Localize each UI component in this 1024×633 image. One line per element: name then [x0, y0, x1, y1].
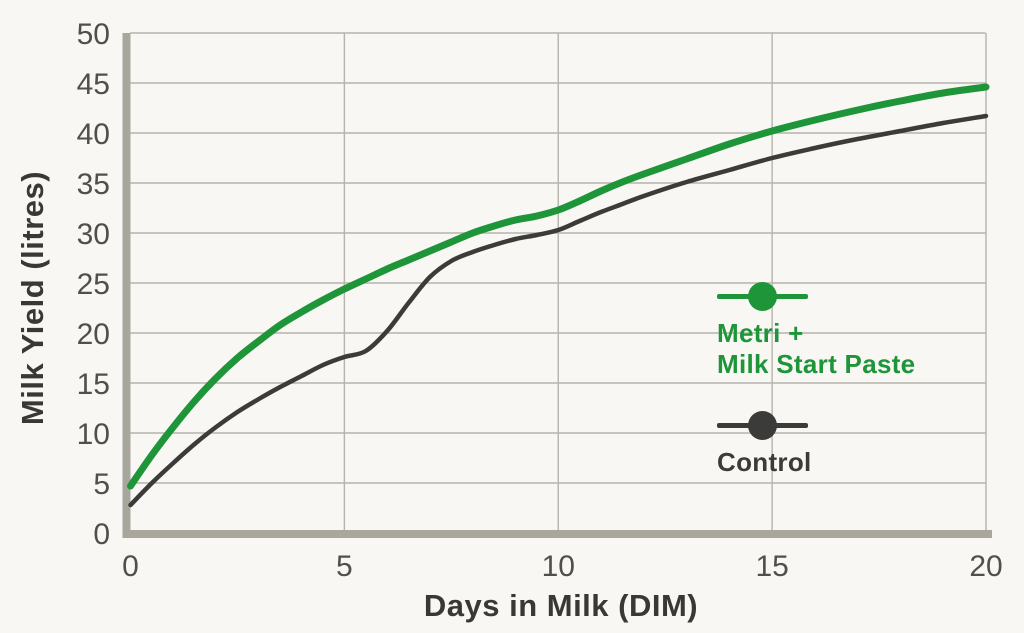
legend-label-metri: Metri + Milk Start Paste — [717, 318, 967, 380]
legend-label-metri-line1: Metri + — [717, 318, 804, 348]
legend-marker-control — [717, 410, 808, 440]
y-tick-label: 0 — [93, 518, 110, 551]
legend-dot-control — [748, 411, 777, 440]
legend-dot-metri — [748, 282, 777, 311]
y-tick-label: 10 — [77, 418, 110, 451]
legend-item-control: Control — [717, 410, 967, 478]
x-axis-spine — [122, 530, 992, 538]
y-tick-label: 40 — [77, 118, 110, 151]
legend-label-control-line1: Control — [717, 447, 812, 477]
y-axis-spine — [122, 33, 131, 538]
x-tick-label: 0 — [122, 550, 139, 583]
y-axis-title: Milk Yield (litres) — [15, 170, 50, 426]
legend-item-metri: Metri + Milk Start Paste — [717, 281, 967, 380]
y-tick-label: 15 — [77, 368, 110, 401]
series-line-control — [128, 113, 989, 508]
y-tick-label: 50 — [77, 18, 110, 51]
y-tick-label: 20 — [77, 318, 110, 351]
legend-label-control: Control — [717, 447, 967, 478]
y-tick-label: 35 — [77, 168, 110, 201]
y-tick-label: 5 — [93, 468, 110, 501]
legend-marker-metri — [717, 281, 808, 311]
x-tick-label: 10 — [542, 550, 575, 583]
series-line-metri — [127, 83, 990, 490]
y-tick-label: 30 — [77, 218, 110, 251]
x-tick-label: 15 — [755, 550, 788, 583]
x-tick-label: 20 — [969, 550, 1002, 583]
x-axis-title: Days in Milk (DIM) — [423, 588, 699, 623]
y-tick-label: 25 — [77, 268, 110, 301]
legend-label-metri-line2: Milk Start Paste — [717, 349, 916, 379]
y-tick-label: 45 — [77, 68, 110, 101]
x-tick-label: 5 — [336, 550, 353, 583]
